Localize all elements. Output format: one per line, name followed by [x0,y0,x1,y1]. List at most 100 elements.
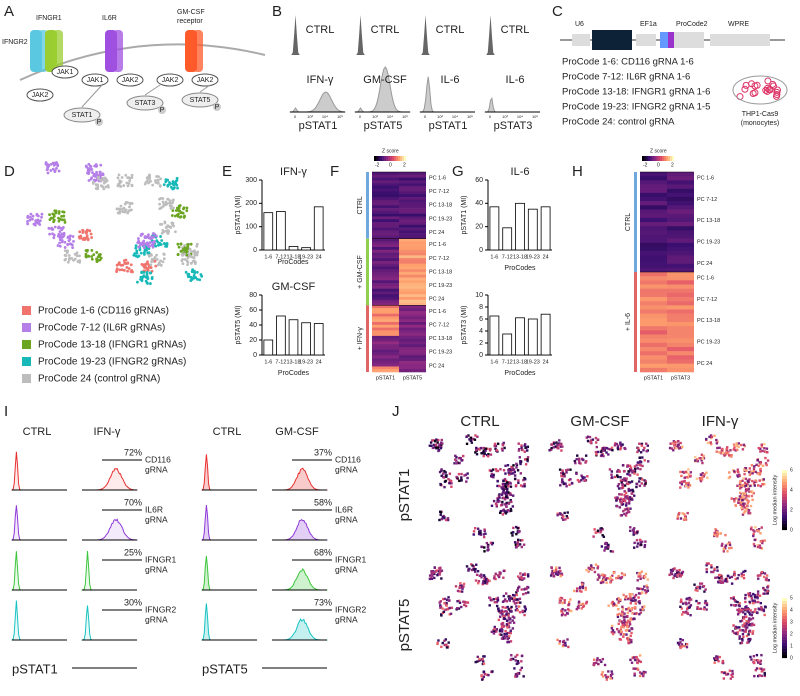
label: ProCode2 [676,21,708,28]
label: PC 13-18 [429,269,452,275]
cell-point [28,218,32,222]
heat-cell [399,363,426,367]
cell-point [610,578,614,582]
cell-point [443,469,446,473]
cell-point [713,661,716,664]
cell-point [604,546,607,549]
cell-point [475,453,479,456]
heat-cell [372,258,399,262]
cell-point [58,230,62,234]
cell-point [756,590,760,593]
cell-point [477,580,481,583]
histogram [82,467,138,491]
label: P [160,107,165,114]
cell-point [746,626,749,629]
cell-point [159,235,162,238]
heat-cell [399,341,426,345]
cell-point [559,445,563,448]
cell-point [760,653,763,657]
heat-cell [667,263,694,269]
cell-point [618,470,621,473]
cell-point [747,511,750,515]
cell-point [84,255,88,259]
cell-point [595,453,598,456]
cell-point [730,546,733,550]
heat-cell [399,358,426,362]
heat-cell [399,244,426,248]
cell-point [162,257,166,261]
label: pSTAT3 [494,120,533,132]
cell-point [198,278,202,282]
cell-point [634,531,637,535]
cell-point [697,602,700,605]
cell-point [620,486,623,490]
cell-point [96,255,100,259]
y-tick-label: 100 [245,224,257,231]
label: P [215,104,220,111]
cell-point [29,212,33,216]
arrow [144,84,161,96]
cell-point [474,451,477,454]
cell-point [474,434,477,437]
cell-point [745,498,748,501]
label: pSTAT5 [396,599,413,652]
cell-point [482,535,486,539]
cell-point [38,223,42,226]
cell-point [596,529,600,532]
cell-point [174,209,178,212]
cell-point [526,458,529,461]
cell-point [626,637,629,640]
cell-point [753,538,756,542]
cell-point [693,583,696,586]
cell-point [430,577,434,581]
cell-point [475,446,478,450]
cell-point [458,601,462,604]
cell-point [185,209,189,213]
heat-cell [399,322,426,326]
cell-point [78,230,82,234]
heat-cell [667,367,694,373]
cell-point [55,161,58,164]
cell-point [518,456,521,459]
cell-point [699,456,702,460]
cell-point [501,500,504,504]
cell-point [676,575,679,578]
heat-cell [372,213,399,217]
cell-point [616,484,620,488]
cell-point [633,472,636,475]
heat-cell [399,347,426,351]
heat-cell [640,355,667,360]
cell-point [511,494,515,497]
label: PC 13-18 [697,218,720,224]
cell-point [596,438,600,441]
cell-point [156,178,160,182]
cell-point [505,610,509,614]
cell-point [747,494,750,498]
heat-cell [399,324,426,328]
cell-point [515,525,518,529]
label: CTRL [501,24,530,36]
cell-point [719,573,722,577]
cell-point [552,575,556,578]
cell-point [444,638,448,641]
cell-point [673,446,677,450]
cell-point [67,239,71,243]
cell-point [607,543,610,547]
cell-point [632,530,635,534]
cell-point [157,243,160,247]
cell-point [122,268,126,272]
cell-point [703,590,706,593]
cell-point [626,619,630,622]
cell-point [523,577,526,580]
heat-cell [372,230,399,234]
cell-point [507,502,511,505]
cell-point [676,571,679,574]
cell-point [736,608,739,612]
cell-point [500,493,504,496]
cell-point [636,473,639,476]
cell-point [737,501,740,504]
cell-point [716,535,719,538]
cell-point [569,478,572,481]
cell-point [638,571,642,575]
cell-point [444,518,448,522]
